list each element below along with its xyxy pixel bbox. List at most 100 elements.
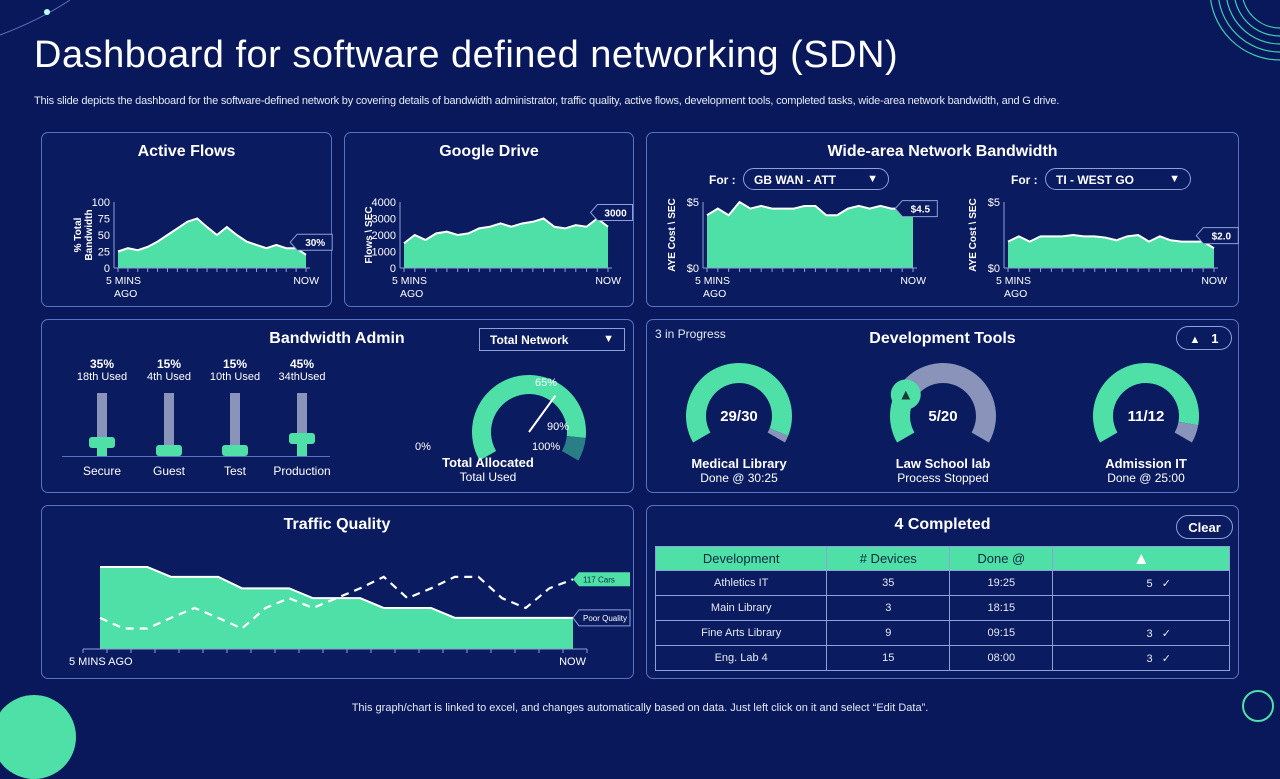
cell-devices: 15 — [826, 645, 951, 671]
alert-count: 1 — [1211, 331, 1219, 346]
gauge-label-100: 100% — [532, 441, 561, 453]
progress-remaining-arc — [767, 428, 789, 443]
table-row[interactable]: Main Library 3 18:15 — [654, 595, 1230, 621]
y-tick-label: $5 — [988, 197, 1000, 209]
x-end-label: NOW — [293, 275, 319, 287]
slider-used: 10th Used — [209, 371, 261, 383]
slider-guest-label: 15% 4th Used — [134, 357, 204, 383]
page-title: Dashboard for software defined networkin… — [34, 34, 899, 76]
slider-percent: 15% — [222, 357, 248, 371]
completed-panel: 4 Completed Clear Development # Devices … — [646, 505, 1239, 679]
slider-percent: 45% — [289, 357, 315, 371]
wan-for-label-1: For : — [709, 173, 736, 187]
dropdown-arrow-icon: ▼ — [1169, 173, 1180, 185]
bandwidth-admin-title: Bandwidth Admin — [269, 330, 405, 347]
gauge-label-90: 90% — [547, 421, 570, 433]
value-callout — [589, 204, 634, 221]
table-row[interactable]: Eng. Lab 4 15 08:00 3 ✓ — [654, 645, 1230, 671]
bandwidth-admin-panel: Bandwidth Admin Total Network ▼ 35% 18th U… — [41, 319, 634, 493]
active-flows-title: Active Flows — [137, 143, 236, 160]
progress-remaining-arc — [897, 363, 996, 443]
alerts-button[interactable]: ▲ 1 — [1176, 326, 1232, 350]
area-fill — [1008, 235, 1214, 268]
dev-tool-status: Process Stopped — [897, 471, 989, 485]
slider-name: Guest — [152, 464, 185, 478]
gauge-needle — [528, 395, 557, 433]
cell-devices: 35 — [826, 570, 951, 596]
y-tick-label: $5 — [687, 197, 699, 209]
slider-guest[interactable] — [156, 393, 182, 457]
warning-badge — [890, 379, 921, 410]
y-tick-label: 75 — [98, 214, 110, 226]
dropdown-arrow-icon: ▼ — [867, 173, 878, 185]
development-tools-panel: 3 in Progress Development Tools ▲ 1 ▲ 29… — [646, 319, 1239, 493]
slider-secure[interactable] — [89, 393, 115, 457]
slider-production[interactable] — [289, 393, 315, 457]
y-tick-label: 100 — [92, 197, 110, 209]
gauge-label-65: 65% — [535, 377, 558, 389]
y-tick-label: 2000 — [372, 230, 396, 242]
dev-tool-name: Admission IT — [1105, 456, 1187, 471]
total-allocated-gauge — [472, 375, 586, 461]
slider-used: 34thUsed — [278, 371, 326, 383]
x-start-label: AGO — [114, 288, 137, 300]
cell-development: Fine Arts Library — [654, 620, 828, 646]
clear-button[interactable]: Clear — [1176, 515, 1233, 539]
cell-development: Athletics IT — [654, 570, 828, 596]
check-icon: ✓ — [1161, 652, 1171, 665]
x-start-label: 5 MINS — [695, 275, 730, 287]
area-line — [403, 217, 609, 245]
x-start-label: 5 MINS — [392, 275, 427, 287]
x-start-label: AGO — [1004, 288, 1027, 300]
alert-count: 5 — [1146, 577, 1153, 590]
cell-done: 18:15 — [949, 595, 1054, 621]
wan-select-1[interactable]: GB WAN - ATT ▼ — [743, 168, 889, 190]
area-fill — [707, 202, 913, 268]
col-alerts: ▲ — [1052, 546, 1230, 571]
slider-handle[interactable] — [222, 445, 248, 457]
warning-icon: ▲ — [898, 387, 913, 404]
network-select[interactable]: Total Network ▼ — [479, 328, 625, 351]
slider-baseline — [62, 456, 330, 457]
progress-ratio: 5/20 — [928, 408, 958, 425]
check-icon: ✓ — [1161, 577, 1171, 590]
x-start-label: 5 MINS — [996, 275, 1031, 287]
table-row[interactable]: Fine Arts Library 9 09:15 3 ✓ — [654, 620, 1230, 646]
poor-quality-line — [100, 566, 573, 619]
y-tick-label: 3000 — [372, 214, 396, 226]
slider-handle[interactable] — [289, 433, 315, 445]
dev-tool-item: Admission IT Done @ 25:00 — [1066, 456, 1226, 485]
area-fill — [404, 218, 608, 268]
cell-done: 19:25 — [949, 570, 1054, 596]
dev-tool-status: Done @ 30:25 — [700, 471, 778, 485]
google-drive-title: Google Drive — [439, 143, 539, 160]
page-subtitle: This slide depicts the dashboard for the… — [34, 95, 1060, 107]
slider-percent: 15% — [156, 357, 182, 371]
slider-handle[interactable] — [156, 445, 182, 457]
alert-count: 3 — [1146, 652, 1153, 665]
corner-glow-decoration — [0, 0, 71, 36]
cell-done: 08:00 — [949, 645, 1054, 671]
value-callout — [289, 233, 333, 251]
y-tick-label: $0 — [988, 263, 1000, 275]
cars-callout — [573, 572, 630, 587]
x-end-label: NOW — [1201, 275, 1227, 287]
x-end-label: NOW — [595, 275, 621, 287]
table-row[interactable]: Athletics IT 35 19:25 5 ✓ — [654, 570, 1230, 596]
warning-icon: ▲ — [1189, 334, 1201, 346]
concentric-arcs-decoration — [1210, 0, 1280, 61]
gauge-label-0: 0% — [415, 441, 431, 453]
slider-handle[interactable] — [89, 437, 115, 449]
cell-development: Main Library — [654, 595, 828, 621]
dev-tool-item: Medical Library Done @ 30:25 — [659, 456, 819, 485]
slider-test[interactable] — [222, 393, 248, 457]
dev-tool-status: Done @ 25:00 — [1107, 471, 1185, 485]
cell-done: 09:15 — [949, 620, 1054, 646]
progress-done-arc — [686, 363, 792, 443]
traffic-quality-title: Traffic Quality — [283, 516, 391, 533]
wan-select-2-value: TI - WEST GO — [1056, 173, 1134, 187]
progress-done-arc — [1093, 362, 1199, 443]
wan-select-2[interactable]: TI - WEST GO ▼ — [1045, 168, 1191, 190]
callout-text: 30% — [305, 238, 325, 249]
